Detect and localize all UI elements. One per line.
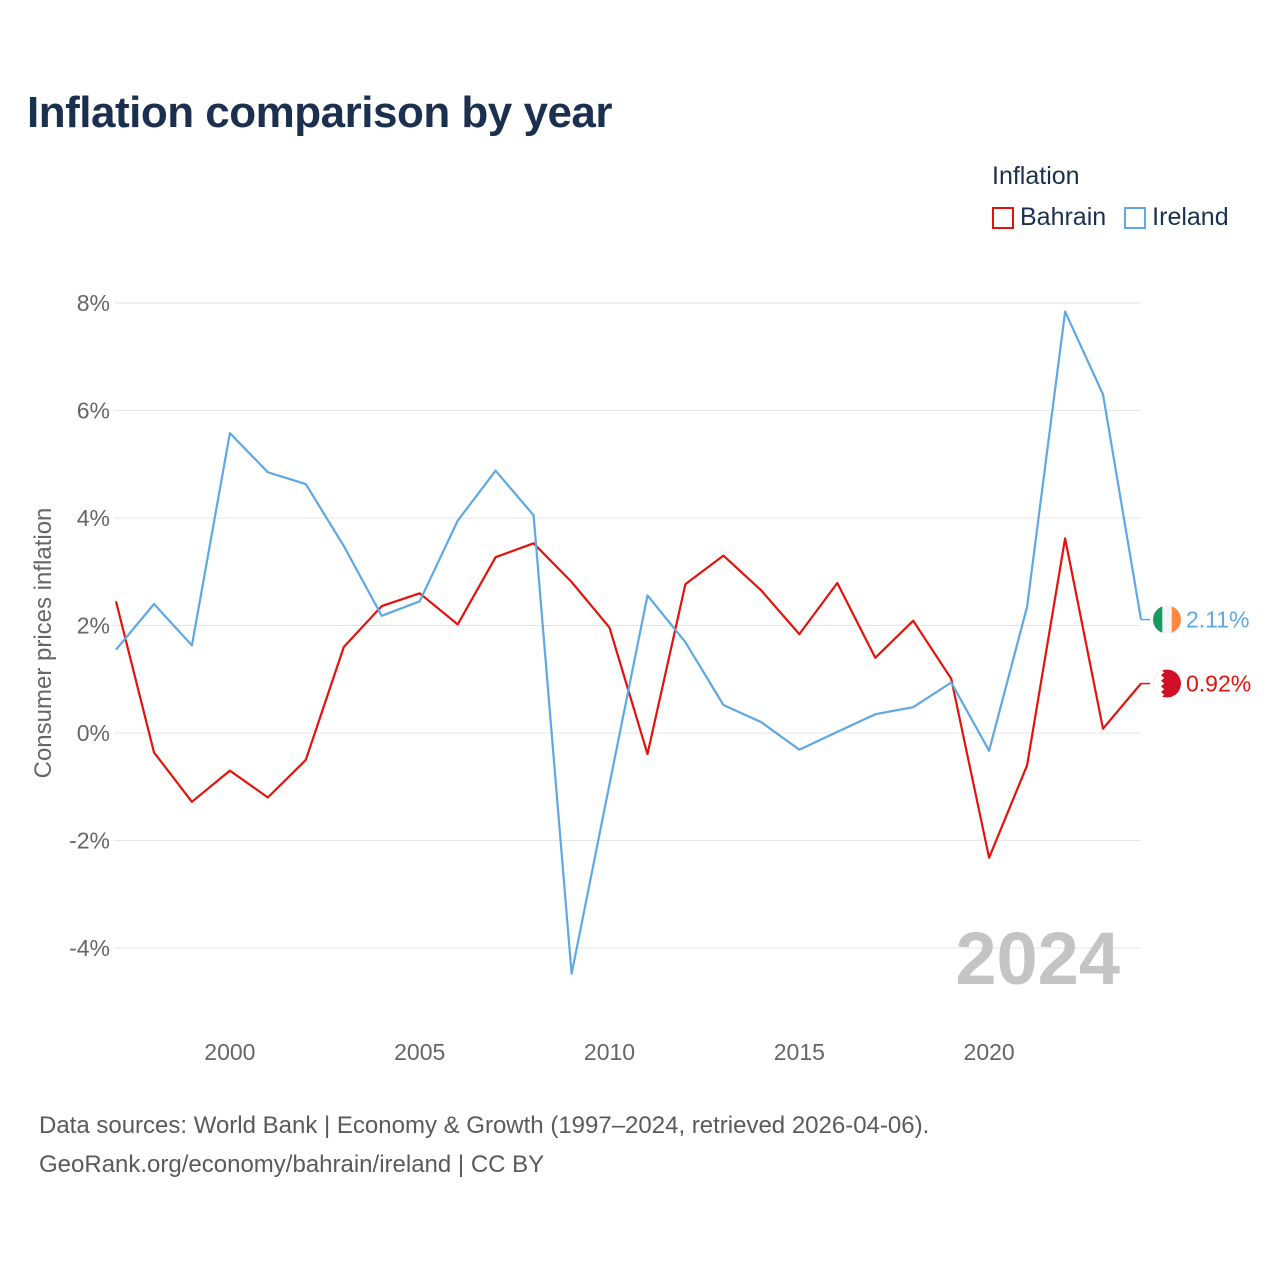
legend-swatch-bahrain [992, 206, 1014, 229]
series-line-bahrain[interactable] [114, 537, 1142, 859]
y-tick-label--2-: -2% [69, 828, 110, 854]
x-tick-label-2015: 2015 [774, 1039, 825, 1065]
y-tick-label-6-: 6% [77, 398, 110, 424]
legend-label-bahrain: Bahrain [1020, 203, 1107, 231]
legend-item-bahrain[interactable]: Bahrain [992, 203, 1106, 232]
x-tick-label-2000: 2000 [204, 1039, 255, 1065]
x-tick-label-2010: 2010 [584, 1039, 635, 1065]
legend-label-ireland: Ireland [1152, 203, 1229, 231]
legend-swatch-ireland [1124, 206, 1147, 229]
footer-link[interactable]: GeoRank.org/economy/bahrain/ireland | CC… [39, 1151, 545, 1178]
series-line-ireland[interactable] [115, 310, 1143, 975]
x-tick-label-2005: 2005 [394, 1039, 445, 1065]
x-tick-label-2020: 2020 [964, 1039, 1015, 1065]
legend-title: Inflation [992, 162, 1080, 190]
footer-sources: Data sources: World Bank | Economy & Gro… [39, 1112, 930, 1139]
y-axis-ticks: -4% -2% 0% 2% 4% 6% 8% [69, 290, 110, 961]
end-value-label-bahrain: 0.92% [1186, 671, 1251, 697]
gridlines [114, 302, 1141, 949]
ireland-flag-icon [1153, 605, 1181, 634]
series-lines [114, 310, 1143, 975]
end-value-label-ireland: 2.11% [1186, 607, 1250, 633]
footer: Data sources: World Bank | Economy & Gro… [39, 1106, 929, 1184]
legend-items: Bahrain Ireland [992, 203, 1229, 232]
x-axis-ticks: 2000 2005 2010 2015 2020 [204, 1039, 1014, 1065]
legend-item-ireland[interactable]: Ireland [1124, 203, 1229, 232]
y-tick-label-4-: 4% [77, 505, 110, 531]
y-tick-label--4-: -4% [69, 935, 110, 961]
end-labels: 0.92% 2.11% [1141, 605, 1251, 698]
y-tick-label-8-: 8% [77, 290, 110, 316]
y-tick-label-0-: 0% [77, 720, 110, 746]
y-tick-label-2-: 2% [77, 613, 110, 639]
bahrain-flag-icon [1153, 669, 1181, 698]
chart-title: Inflation comparison by year [27, 88, 613, 137]
legend: Inflation Bahrain Ireland [992, 162, 1229, 232]
y-axis-label: Consumer prices inflation [30, 508, 57, 779]
year-watermark: 2024 [955, 917, 1120, 1000]
